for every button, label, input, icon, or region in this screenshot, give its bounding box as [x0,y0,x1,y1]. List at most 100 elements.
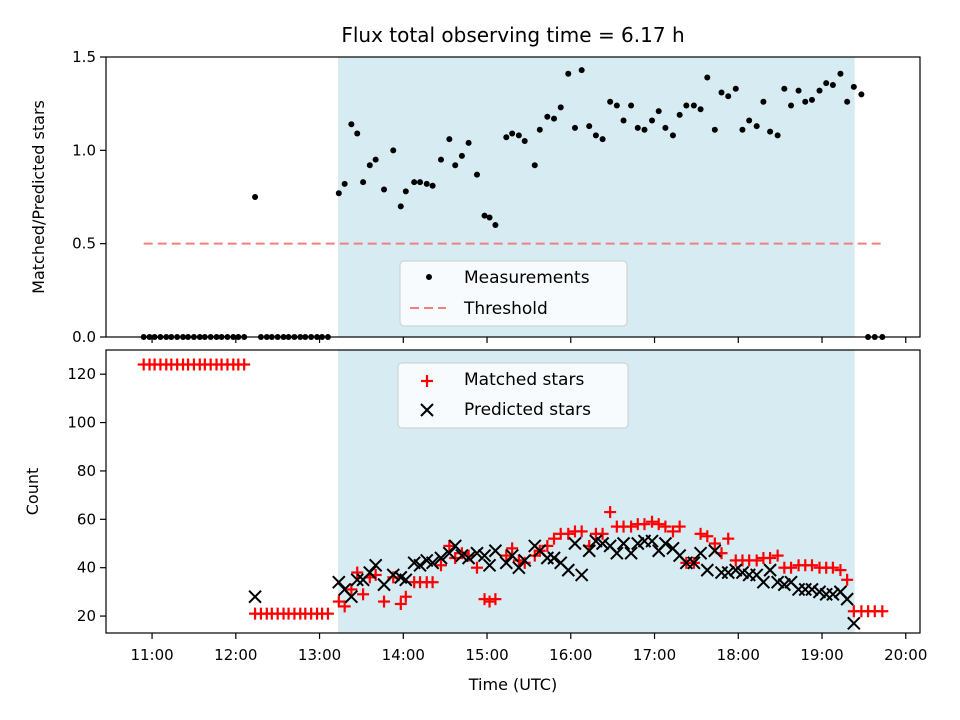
bottom-panel: 20 40 60 80 100 120 11:00 12:00 13:00 14:00 15:00… [23,349,927,694]
matched-point [805,559,818,572]
predicted-point [805,582,819,597]
predicted-point [505,548,519,563]
measurement-point [599,136,606,143]
matched-point [338,600,351,613]
matched-point [750,554,763,567]
measurement-point [739,126,746,133]
matched-point [826,561,839,574]
predicted-point [248,590,262,604]
predicted-point [582,544,596,558]
predicted-point [721,565,735,580]
predicted-point [700,563,714,577]
bottom-ytick-label: 40 [77,559,96,577]
matched-point [378,595,391,608]
measurement-point [503,134,510,141]
predicted-point [693,546,708,560]
measurement-point [544,113,551,120]
matched-point [652,518,665,531]
matched-point [512,554,525,567]
legend-predicted-label: Predicted stars [464,400,591,420]
measurement-point [850,83,857,90]
predicted-point [368,558,383,572]
matched-point [500,549,513,562]
measurement-point [446,136,453,143]
predicted-point [840,592,854,606]
matched-point [841,573,854,586]
measurement-point [252,194,259,200]
matched-point [701,530,714,543]
matched-point [426,576,439,589]
measurement-point [437,156,444,163]
bottom-y-axis: 20 40 60 80 100 120 [67,365,106,625]
chart-title: Flux total observing time = 6.17 h [341,23,684,47]
predicted-point [756,575,771,589]
xtick-label: 13:00 [298,646,341,664]
measurement-point [551,115,558,122]
measurement-point [669,132,676,139]
predicted-stars-series [248,534,861,631]
measurement-point [816,87,823,94]
predicted-point [547,551,561,565]
measurement-point [837,70,844,77]
top-ytick-label: 0.0 [72,328,96,346]
top-ytick-label: 0.5 [72,235,96,253]
top-x-ticks [151,337,907,343]
matched-point [604,506,617,519]
measurement-point [683,102,690,109]
matched-point [394,597,407,610]
measurement-point [515,132,522,139]
matched-point [238,358,251,371]
measurement-point [557,104,564,111]
measurement-point [458,152,465,159]
predicted-point [763,563,777,577]
measurement-point [711,126,718,133]
measurement-point [760,98,767,105]
top-legend: Measurements Threshold [399,260,628,327]
measurement-point [348,121,355,128]
matched-point [506,542,519,555]
predicted-point [826,587,840,602]
measurement-point [676,111,683,118]
matched-point [722,532,735,545]
matched-point [771,549,784,562]
legend-predicted-marker [420,403,434,417]
matched-point [694,527,707,540]
matched-point [321,607,334,620]
matched-point [625,520,638,533]
legend-threshold-label: Threshold [463,299,548,319]
measurements-series [140,67,886,340]
measurement-point [366,162,373,169]
measurement-point [492,222,499,228]
measurement-point [823,80,830,87]
matched-point [876,605,889,618]
matched-point [489,593,502,606]
measurement-point [411,179,418,186]
matched-point [666,525,679,538]
predicted-point [413,558,427,572]
measurement-point [620,117,627,124]
predicted-point [616,536,631,551]
measurement-point [571,124,578,131]
predicted-point [482,558,497,572]
top-panel: 0.0 0.5 1.0 1.5 Matched/Predicted stars Mea… [29,48,921,346]
matched-point [470,561,483,574]
measurement-point [536,126,543,133]
measurement-point [704,74,711,81]
legend-measurements-marker [426,274,432,280]
predicted-point [847,616,861,631]
measurement-point [521,138,528,144]
measurement-point [697,106,704,113]
xtick-label: 15:00 [465,646,508,664]
x-axis-label: Time (UTC) [468,675,557,694]
measurement-point [690,102,697,109]
matched-point [483,595,496,608]
xtick-label: 12:00 [214,646,257,664]
measurement-point [565,70,572,77]
predicted-point [568,536,582,551]
measurement-point [381,186,388,193]
matched-point [548,532,561,545]
bottom-ytick-label: 60 [77,510,96,528]
measurement-point [802,98,809,105]
measurement-point [788,102,795,109]
